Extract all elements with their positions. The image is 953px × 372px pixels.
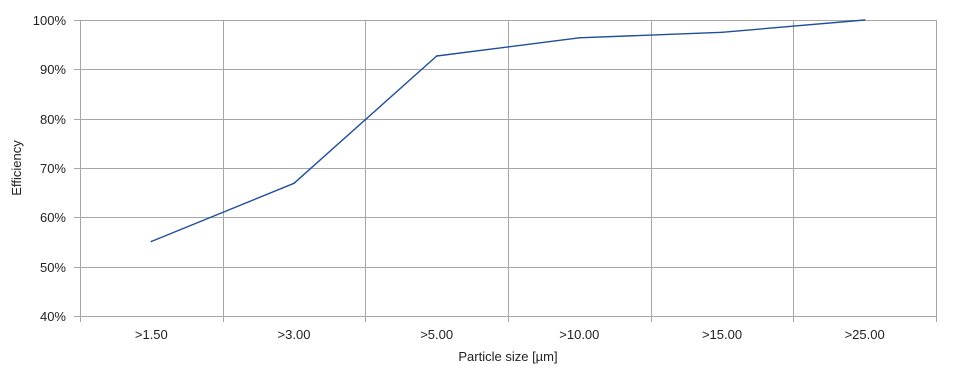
- y-tick-label: 60%: [40, 210, 66, 225]
- x-tick-label: >3.00: [278, 327, 311, 342]
- x-tick-label: >10.00: [559, 327, 599, 342]
- x-axis-title: Particle size [µm]: [458, 349, 557, 364]
- grid: [74, 20, 937, 322]
- data-point: [435, 55, 438, 57]
- y-tick-label: 100%: [33, 13, 67, 28]
- x-tick-label: >1.50: [135, 327, 168, 342]
- y-tick-label: 70%: [40, 161, 66, 176]
- data-point: [293, 182, 295, 185]
- x-tick-label: >15.00: [702, 327, 742, 342]
- series-line: [151, 19, 865, 243]
- y-axis-title: Efficiency: [9, 140, 24, 196]
- y-tick-label: 80%: [40, 112, 66, 127]
- y-axis-ticks: 40% 50% 60% 70% 80% 90% 100%: [33, 13, 67, 324]
- x-tick-label: >25.00: [845, 327, 885, 342]
- x-axis-ticks: >1.50 >3.00 >5.00 >10.00 >15.00 >25.00: [135, 327, 885, 342]
- data-point: [863, 19, 866, 21]
- y-tick-label: 90%: [40, 62, 66, 77]
- y-tick-label: 40%: [40, 309, 66, 324]
- data-point: [721, 31, 723, 34]
- data-point: [150, 240, 153, 243]
- data-point: [578, 37, 581, 39]
- x-tick-label: >5.00: [420, 327, 453, 342]
- y-tick-label: 50%: [40, 260, 66, 275]
- series-layer: [150, 19, 866, 243]
